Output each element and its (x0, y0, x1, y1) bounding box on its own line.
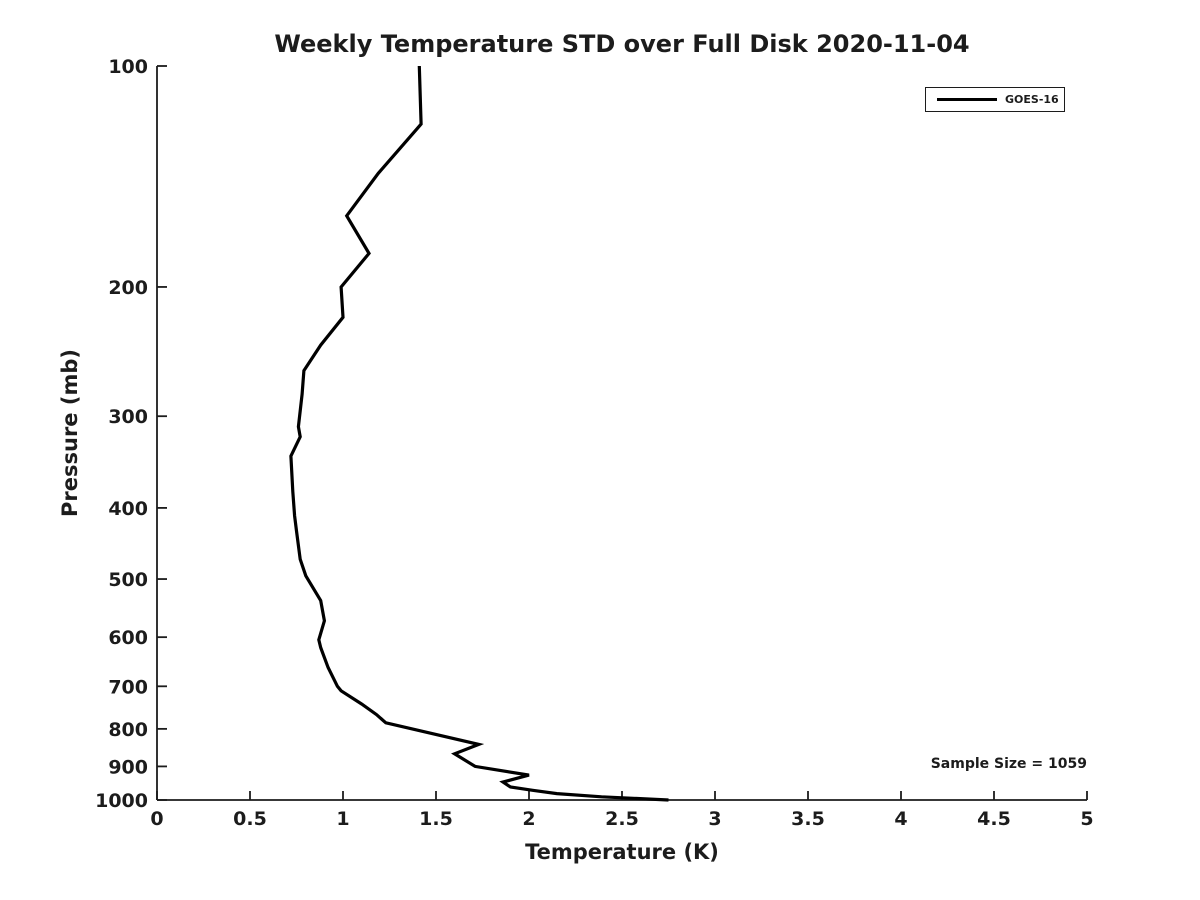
legend-label: GOES-16 (1005, 93, 1059, 106)
chart-title: Weekly Temperature STD over Full Disk 20… (274, 30, 970, 58)
y-tick-label: 600 (108, 627, 148, 649)
x-tick-label: 3.5 (791, 808, 825, 830)
x-tick-label: 5 (1080, 808, 1093, 830)
x-tick-label: 0.5 (233, 808, 267, 830)
x-tick-label: 0 (150, 808, 163, 830)
x-tick-label: 4 (894, 808, 907, 830)
sample-size-annotation: Sample Size = 1059 (930, 756, 1087, 772)
x-tick-label: 2.5 (605, 808, 639, 830)
x-tick-label: 1.5 (419, 808, 453, 830)
y-tick-label: 900 (108, 756, 148, 778)
y-tick-label: 800 (108, 719, 148, 741)
y-tick-label: 1000 (95, 790, 148, 812)
series-line-goes-16 (289, 65, 669, 802)
x-tick-label: 2 (522, 808, 535, 830)
legend: GOES-16 (925, 87, 1065, 112)
x-axis-label: Temperature (K) (525, 840, 719, 864)
x-tick-label: 1 (336, 808, 349, 830)
y-tick-label: 400 (108, 498, 148, 520)
y-tick-label: 100 (108, 56, 148, 78)
x-tick-label: 4.5 (977, 808, 1011, 830)
y-axis-label: Pressure (mb) (58, 349, 82, 517)
legend-line-sample (937, 98, 997, 101)
y-tick-label: 500 (108, 569, 148, 591)
y-tick-label: 200 (108, 277, 148, 299)
y-tick-label: 700 (108, 676, 148, 698)
x-tick-label: 3 (708, 808, 721, 830)
y-tick-label: 300 (108, 406, 148, 428)
